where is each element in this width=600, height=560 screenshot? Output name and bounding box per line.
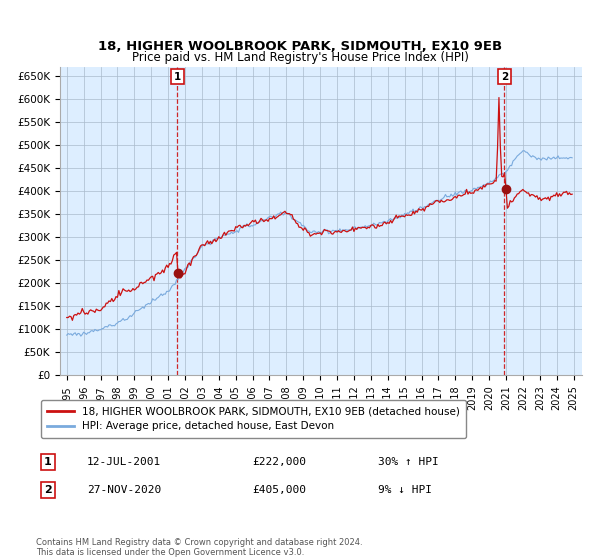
Text: 1: 1 — [174, 72, 181, 82]
Text: £222,000: £222,000 — [252, 457, 306, 467]
Text: 2: 2 — [44, 485, 52, 495]
Legend: 18, HIGHER WOOLBROOK PARK, SIDMOUTH, EX10 9EB (detached house), HPI: Average pri: 18, HIGHER WOOLBROOK PARK, SIDMOUTH, EX1… — [41, 400, 466, 438]
Text: 27-NOV-2020: 27-NOV-2020 — [87, 485, 161, 495]
Legend: 18, HIGHER WOOLBROOK PARK, SIDMOUTH, EX10 9EB (detached house), HPI: Average pri: 18, HIGHER WOOLBROOK PARK, SIDMOUTH, EX1… — [41, 406, 462, 440]
Text: 9% ↓ HPI: 9% ↓ HPI — [378, 485, 432, 495]
Text: 1: 1 — [44, 457, 52, 467]
Text: 30% ↑ HPI: 30% ↑ HPI — [378, 457, 439, 467]
Text: Contains HM Land Registry data © Crown copyright and database right 2024.
This d: Contains HM Land Registry data © Crown c… — [36, 538, 362, 557]
Text: Price paid vs. HM Land Registry's House Price Index (HPI): Price paid vs. HM Land Registry's House … — [131, 52, 469, 64]
Text: 12-JUL-2001: 12-JUL-2001 — [87, 457, 161, 467]
Text: 2: 2 — [500, 72, 508, 82]
Text: 18, HIGHER WOOLBROOK PARK, SIDMOUTH, EX10 9EB: 18, HIGHER WOOLBROOK PARK, SIDMOUTH, EX1… — [98, 40, 502, 53]
Text: £405,000: £405,000 — [252, 485, 306, 495]
